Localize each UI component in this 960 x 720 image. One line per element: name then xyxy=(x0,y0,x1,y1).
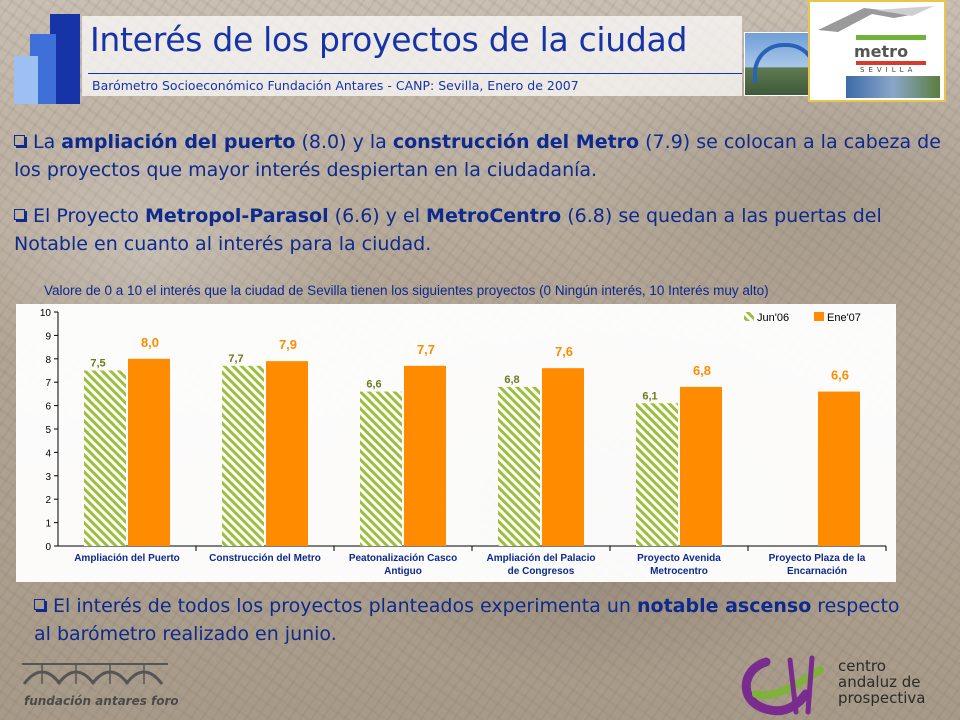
chart-title: Valore de 0 a 10 el interés que la ciuda… xyxy=(44,283,769,298)
data-label-jun06: 6,1 xyxy=(642,390,657,402)
data-label-jun06: 6,6 xyxy=(366,379,381,391)
x-category-label: Proyecto Plaza de la xyxy=(769,553,866,564)
x-category-label: Metrocentro xyxy=(650,566,708,577)
metro-city-label: SEVILLA xyxy=(860,66,917,74)
y-tick-label: 3 xyxy=(45,472,51,483)
bullet-checkbox-icon xyxy=(34,599,45,610)
y-tick-label: 4 xyxy=(45,448,51,459)
legend-label: Ene'07 xyxy=(827,312,861,324)
x-category-label: Proyecto Avenida xyxy=(637,553,721,564)
metro-swoosh-icon xyxy=(818,6,934,32)
bullet-text: (8.0) y la xyxy=(295,131,393,153)
data-label-ene07: 8,0 xyxy=(141,335,159,350)
centro-line-3: prospectiva xyxy=(838,689,926,707)
y-tick-label: 9 xyxy=(45,331,51,342)
data-label-jun06: 6,8 xyxy=(504,374,519,386)
metro-photo-strip xyxy=(846,76,940,98)
fundacion-antares-logo: fundación antares foro xyxy=(20,650,179,712)
y-tick-label: 6 xyxy=(45,402,51,413)
data-label-jun06: 7,7 xyxy=(228,353,243,365)
bar-chart: 0 1 2 3 4 5 6 7 8 9 10 Ampliación del Puerto 7,5 8,0 C… xyxy=(40,308,887,577)
header-panel xyxy=(82,16,742,96)
data-label-ene07: 6,6 xyxy=(831,368,849,383)
metro-sevilla-logo: metro SEVILLA xyxy=(808,0,946,102)
bar-jun06 xyxy=(222,365,264,546)
bullet-2: El Proyecto Metropol-Parasol (6.6) y el … xyxy=(14,202,954,258)
bar-ene07 xyxy=(680,386,722,546)
y-tick-label: 10 xyxy=(40,308,52,319)
bar-ene07 xyxy=(818,391,860,546)
blue-blocks-logo xyxy=(14,14,80,104)
bar-ene07 xyxy=(542,368,584,546)
y-tick-label: 0 xyxy=(45,542,51,553)
page-title: Interés de los proyectos de la ciudad xyxy=(90,20,688,59)
x-category-label: Construcción del Metro xyxy=(209,553,321,564)
legend-label: Jun'06 xyxy=(757,312,789,324)
centro-line-1: centro xyxy=(838,657,886,675)
centro-line-2: andaluz de xyxy=(838,673,921,691)
bullet-text: (7.9) se colocan a la cabeza de los proy… xyxy=(14,131,941,181)
bar-ene07 xyxy=(266,361,308,546)
bullet-text: respecto al barómetro realizado en junio… xyxy=(34,595,900,645)
data-label-ene07: 7,7 xyxy=(417,342,435,357)
centro-andaluz-text: centro andaluz de prospectiva xyxy=(838,658,925,706)
bullet-checkbox-icon xyxy=(14,135,25,146)
centro-andaluz-logo: centro andaluz de prospectiva xyxy=(736,654,946,716)
bullet-emphasis: ampliación del puerto xyxy=(61,131,296,153)
fundacion-antares-text: fundación antares foro xyxy=(24,694,179,708)
y-tick-label: 1 xyxy=(45,519,51,530)
bullet-text: El Proyecto xyxy=(33,205,145,227)
bar-jun06 xyxy=(498,386,540,546)
x-category-label: Encarnación xyxy=(787,566,847,577)
prospectiva-mark-icon xyxy=(741,655,824,716)
x-category-label: Ampliación del Puerto xyxy=(74,553,180,564)
metro-green-bar xyxy=(856,35,926,40)
bullet-1: La ampliación del puerto (8.0) y la cons… xyxy=(14,128,954,184)
bar-ene07 xyxy=(404,365,446,546)
bullet-text: (6.6) y el xyxy=(328,205,427,227)
x-category-label: Peatonalización Casco xyxy=(349,553,457,564)
y-tick-label: 7 xyxy=(45,378,51,389)
bullet-3: El interés de todos los proyectos plante… xyxy=(34,592,914,648)
data-label-ene07: 7,9 xyxy=(279,337,297,352)
bridge-arches-icon xyxy=(22,663,168,685)
y-tick-label: 8 xyxy=(45,355,51,366)
chart-panel: 0 1 2 3 4 5 6 7 8 9 10 Ampliación del Puerto 7,5 8,0 C… xyxy=(16,304,896,582)
y-tick-label: 2 xyxy=(45,495,51,506)
data-label-jun06: 7,5 xyxy=(90,358,105,370)
bar-jun06 xyxy=(84,370,126,546)
bullet-emphasis: notable ascenso xyxy=(636,595,812,617)
bullet-emphasis: MetroCentro xyxy=(426,205,562,227)
chart-legend: Jun'06 Ene'07 xyxy=(744,312,861,324)
bullet-checkbox-icon xyxy=(14,209,25,220)
bullet-emphasis: Metropol-Parasol xyxy=(144,205,329,227)
bar-jun06 xyxy=(636,403,678,546)
page-subtitle: Barómetro Socioeconómico Fundación Antar… xyxy=(92,78,579,93)
x-category-label: Ampliación del Palacio xyxy=(487,553,596,564)
y-tick-label: 5 xyxy=(45,425,51,436)
legend-swatch xyxy=(744,312,754,321)
data-label-ene07: 6,8 xyxy=(693,363,711,378)
bullet-emphasis: construcción del Metro xyxy=(392,131,640,153)
x-category-label: de Congresos xyxy=(508,566,575,577)
bullet-text: La xyxy=(33,131,62,153)
bar-ene07 xyxy=(128,358,170,546)
bullet-text: (6.8) se quedan a las puertas del Notabl… xyxy=(14,205,882,255)
legend-swatch xyxy=(814,312,824,321)
metro-wordmark: metro xyxy=(854,42,909,61)
x-category-label: Antiguo xyxy=(384,566,422,577)
data-label-ene07: 7,6 xyxy=(555,344,573,359)
bar-jun06 xyxy=(360,391,402,546)
bullet-text: El interés de todos los proyectos plante… xyxy=(53,595,637,617)
metro-red-bar xyxy=(856,61,926,65)
title-underline xyxy=(88,73,742,74)
